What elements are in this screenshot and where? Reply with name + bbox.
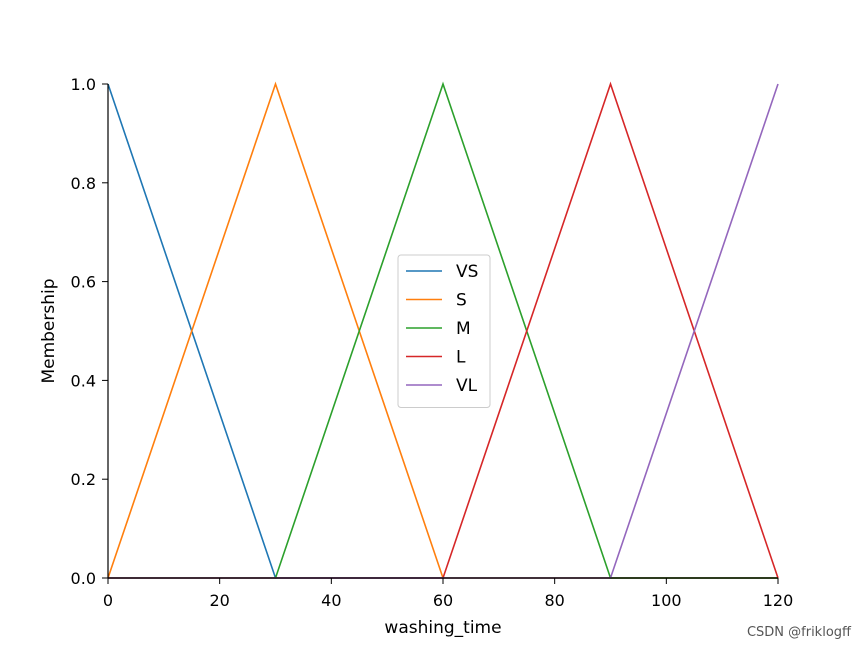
- watermark: CSDN @friklogff: [746, 625, 851, 640]
- x-tick-label: 80: [544, 591, 564, 610]
- y-axis-label: Membership: [39, 278, 59, 383]
- x-axis-label: washing_time: [384, 618, 501, 638]
- legend-label-vl: VL: [456, 376, 478, 396]
- y-tick-label: 1.0: [71, 75, 96, 94]
- x-tick-label: 120: [763, 591, 794, 610]
- y-ticks: 0.0 0.2 0.4 0.6 0.8 1.0: [71, 75, 108, 588]
- legend-label-l: L: [456, 348, 466, 368]
- y-tick-label: 0.8: [71, 174, 96, 193]
- legend-box: [397, 254, 491, 408]
- legend-label-s: S: [456, 291, 467, 311]
- x-tick-label: 20: [209, 591, 229, 610]
- x-tick-label: 0: [103, 591, 113, 610]
- x-tick-label: 100: [651, 591, 682, 610]
- y-tick-label: 0.2: [71, 470, 96, 489]
- x-tick-label: 60: [433, 591, 453, 610]
- x-ticks: 0 20 40 60 80 100 120: [103, 578, 793, 610]
- legend-label-vs: VS: [456, 262, 478, 282]
- legend-label-m: M: [456, 319, 471, 339]
- x-tick-label: 40: [321, 591, 341, 610]
- legend: VS SML VL: [397, 254, 491, 408]
- y-tick-label: 0.0: [71, 569, 96, 588]
- y-tick-label: 0.4: [71, 371, 96, 390]
- y-tick-label: 0.6: [71, 273, 96, 292]
